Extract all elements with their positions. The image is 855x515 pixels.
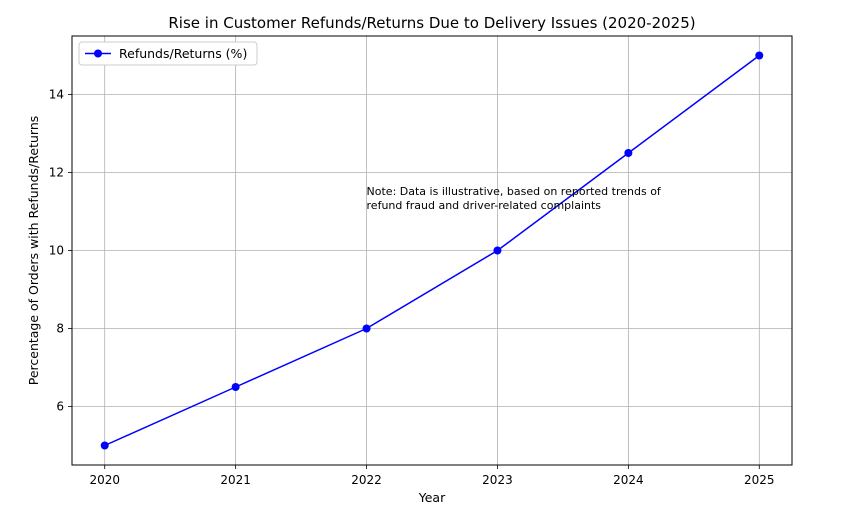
x-tick-label: 2020 (89, 473, 120, 487)
chart-title: Rise in Customer Refunds/Returns Due to … (168, 14, 695, 32)
x-tick-label: 2025 (744, 473, 775, 487)
y-axis-ticks: 6 8 10 12 14 (49, 88, 72, 414)
note-line: Note: Data is illustrative, based on rep… (367, 185, 662, 198)
data-point (755, 51, 764, 60)
x-tick-label: 2023 (482, 473, 513, 487)
y-tick-label: 12 (49, 166, 64, 180)
data-point (624, 149, 633, 157)
legend: Refunds/Returns (%) (78, 41, 258, 66)
series-line (104, 54, 760, 447)
x-axis-label: Year (418, 490, 446, 505)
x-tick-label: 2024 (613, 473, 644, 487)
y-tick-label: 10 (49, 244, 64, 258)
grid (72, 36, 792, 465)
y-tick-label: 8 (56, 322, 64, 336)
x-axis-ticks: 2020 2021 2022 2023 2024 2025 (89, 465, 775, 487)
data-point (231, 383, 240, 391)
series-layer (100, 51, 764, 450)
legend-box (78, 41, 258, 66)
legend-marker (94, 49, 102, 58)
data-point (362, 324, 371, 333)
plot-frame (71, 35, 793, 466)
x-tick-label: 2022 (351, 473, 382, 487)
data-point (493, 246, 502, 255)
data-point (100, 441, 109, 450)
note-annotation: Note: Data is illustrative, based on rep… (367, 185, 662, 212)
y-tick-label: 6 (56, 400, 64, 414)
y-axis-label: Percentage of Orders with Refunds/Return… (26, 116, 41, 386)
y-tick-label: 14 (49, 88, 64, 102)
x-tick-label: 2021 (220, 473, 251, 487)
note-line: refund fraud and driver-related complain… (367, 199, 602, 212)
legend-label: Refunds/Returns (%) (119, 46, 247, 61)
